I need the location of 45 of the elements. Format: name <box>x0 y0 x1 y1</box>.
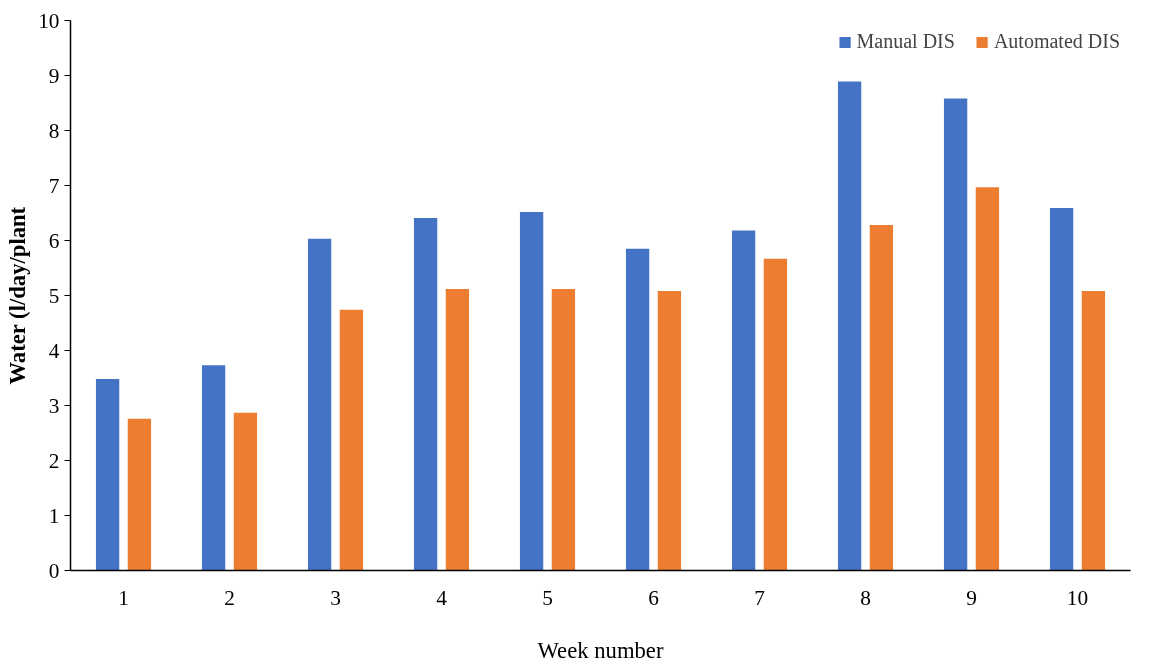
y-tick-label: 8 <box>48 118 60 143</box>
x-tick-label: 4 <box>436 585 448 610</box>
y-axis-title: Water (l/day/plant <box>5 206 31 385</box>
bar <box>339 309 364 571</box>
y-tick-label: 10 <box>38 8 60 33</box>
bar <box>1049 208 1074 571</box>
x-tick-label: 9 <box>966 585 977 610</box>
x-tick-label: 7 <box>754 585 766 610</box>
bar <box>445 288 470 571</box>
bar <box>731 230 756 571</box>
bar <box>1081 291 1106 571</box>
y-tick-label: 6 <box>48 228 60 253</box>
x-tick-label: 10 <box>1066 585 1089 610</box>
y-tick-label: 1 <box>48 503 60 528</box>
bar <box>307 238 332 571</box>
bar <box>551 288 576 571</box>
bar <box>837 81 862 571</box>
y-tick-label: 4 <box>48 338 60 363</box>
bar <box>869 225 894 571</box>
y-tick-label: 5 <box>48 283 60 308</box>
y-tick-label: 9 <box>48 63 60 88</box>
bar <box>95 379 120 571</box>
bar <box>201 365 226 571</box>
bar <box>657 291 682 571</box>
bar <box>763 258 788 571</box>
legend-label: Automated DIS <box>993 30 1120 53</box>
legend-label: Manual DIS <box>856 30 955 53</box>
x-tick-label: 1 <box>118 585 129 610</box>
x-tick-label: 2 <box>224 585 235 610</box>
bar <box>519 211 544 571</box>
bar <box>233 412 258 571</box>
x-tick-label: 5 <box>542 585 553 610</box>
x-tick-label: 8 <box>860 585 871 610</box>
y-tick-label: 7 <box>48 173 60 198</box>
x-axis-title: Week number <box>537 637 664 663</box>
y-tick-label: 0 <box>48 558 60 583</box>
y-tick-label: 3 <box>48 393 60 418</box>
x-tick-label: 6 <box>648 585 660 610</box>
bar <box>975 187 1000 571</box>
bar <box>127 418 152 571</box>
x-tick-label: 3 <box>330 585 341 610</box>
bar <box>625 248 650 571</box>
bar <box>943 98 968 571</box>
y-tick-label: 2 <box>48 448 60 473</box>
bar <box>413 217 438 571</box>
